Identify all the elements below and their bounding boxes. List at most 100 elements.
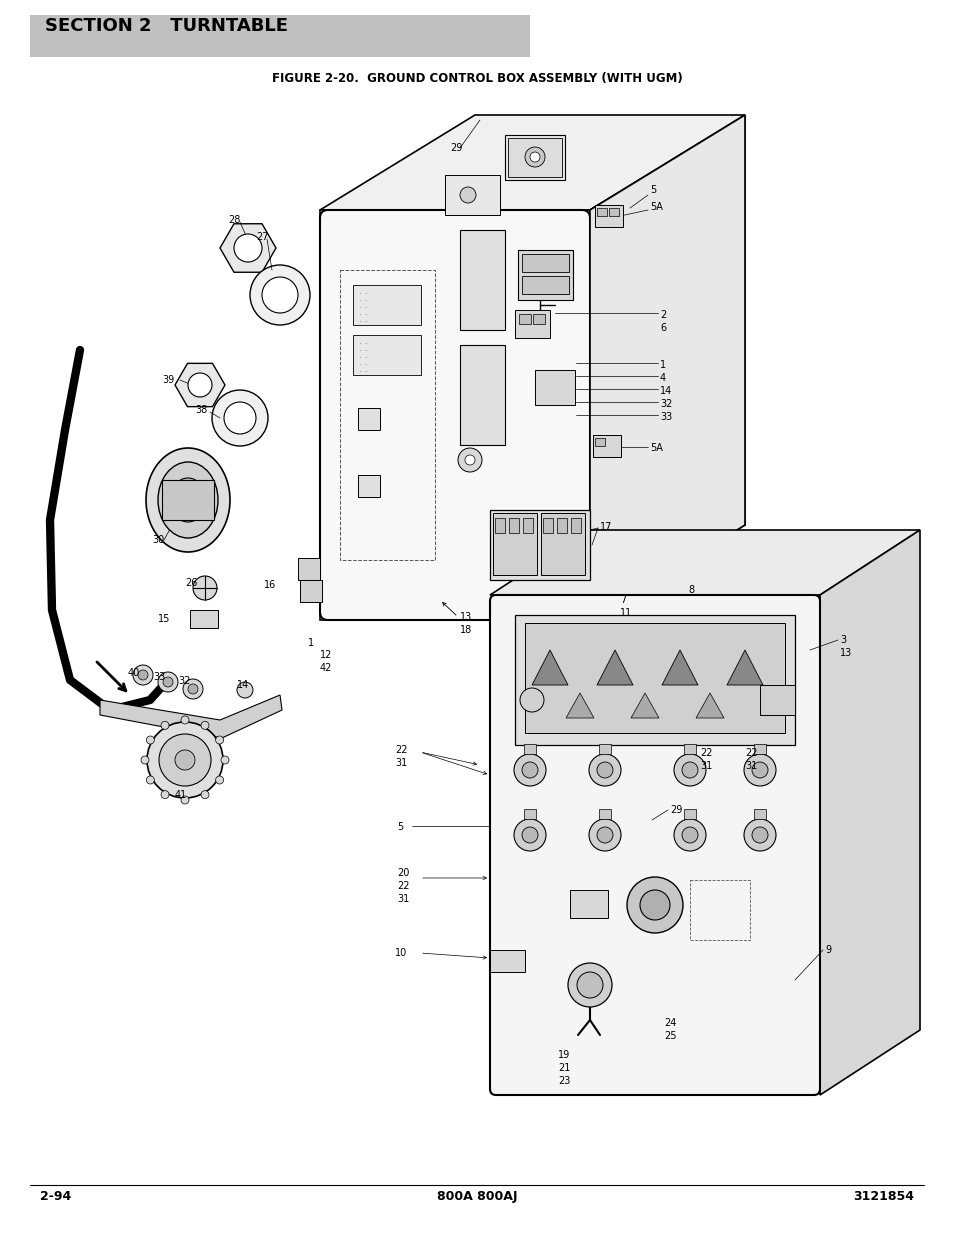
Text: .  .: . . xyxy=(359,361,367,366)
Text: 10: 10 xyxy=(395,948,407,958)
Text: .  .: . . xyxy=(359,304,367,309)
Polygon shape xyxy=(490,530,919,595)
Ellipse shape xyxy=(514,819,545,851)
Ellipse shape xyxy=(221,756,229,764)
Ellipse shape xyxy=(639,890,669,920)
Ellipse shape xyxy=(262,277,297,312)
Ellipse shape xyxy=(158,462,218,538)
Bar xyxy=(540,513,584,576)
Bar xyxy=(339,270,435,559)
Polygon shape xyxy=(589,115,744,620)
Bar xyxy=(524,622,784,734)
Ellipse shape xyxy=(215,776,223,784)
Bar xyxy=(299,580,322,601)
Text: 5: 5 xyxy=(396,823,403,832)
Text: 13: 13 xyxy=(840,648,851,658)
Ellipse shape xyxy=(201,721,209,730)
Text: 27: 27 xyxy=(255,232,268,242)
Ellipse shape xyxy=(170,478,206,522)
Text: 25: 25 xyxy=(663,1031,676,1041)
Bar xyxy=(490,510,589,580)
Ellipse shape xyxy=(751,827,767,844)
Ellipse shape xyxy=(132,664,152,685)
Bar xyxy=(353,285,420,325)
Bar xyxy=(490,950,524,972)
Ellipse shape xyxy=(146,448,230,552)
Text: 22: 22 xyxy=(395,745,407,755)
Text: 14: 14 xyxy=(659,387,672,396)
Bar xyxy=(753,809,765,819)
Bar xyxy=(459,230,504,330)
Ellipse shape xyxy=(597,827,613,844)
Ellipse shape xyxy=(159,734,211,785)
Polygon shape xyxy=(820,530,919,1095)
Bar xyxy=(444,175,499,215)
Bar xyxy=(493,513,537,576)
Polygon shape xyxy=(100,695,282,739)
Bar xyxy=(504,135,564,180)
Ellipse shape xyxy=(161,790,169,799)
Ellipse shape xyxy=(567,963,612,1007)
Text: 42: 42 xyxy=(319,663,332,673)
Ellipse shape xyxy=(519,688,543,713)
Text: 33: 33 xyxy=(152,672,165,682)
Text: 5A: 5A xyxy=(649,443,662,453)
Bar xyxy=(522,517,533,534)
Text: 3121854: 3121854 xyxy=(852,1191,913,1203)
Text: 21: 21 xyxy=(558,1063,570,1073)
Bar xyxy=(533,314,544,324)
Ellipse shape xyxy=(141,756,149,764)
Text: 40: 40 xyxy=(128,668,140,678)
Text: 29: 29 xyxy=(450,143,462,153)
Ellipse shape xyxy=(514,755,545,785)
Ellipse shape xyxy=(146,736,154,743)
Bar xyxy=(689,881,749,940)
Polygon shape xyxy=(565,693,594,718)
Text: .  .: . . xyxy=(359,340,367,345)
Ellipse shape xyxy=(524,147,544,167)
Text: SECTION 2   TURNTABLE: SECTION 2 TURNTABLE xyxy=(45,17,288,35)
Ellipse shape xyxy=(588,819,620,851)
Ellipse shape xyxy=(681,762,698,778)
Text: 18: 18 xyxy=(459,625,472,635)
Text: 15: 15 xyxy=(158,614,171,624)
Text: 12: 12 xyxy=(319,650,332,659)
Text: 2: 2 xyxy=(659,310,665,320)
Ellipse shape xyxy=(163,677,172,687)
Bar xyxy=(297,558,319,580)
Polygon shape xyxy=(661,650,698,685)
Bar xyxy=(509,517,518,534)
Bar xyxy=(353,335,420,375)
Ellipse shape xyxy=(459,186,476,203)
Polygon shape xyxy=(174,363,225,406)
Bar xyxy=(495,517,504,534)
Ellipse shape xyxy=(626,877,682,932)
Ellipse shape xyxy=(201,790,209,799)
Ellipse shape xyxy=(597,762,613,778)
Bar xyxy=(683,743,696,755)
Ellipse shape xyxy=(673,819,705,851)
Bar xyxy=(521,275,568,294)
Text: 9: 9 xyxy=(824,945,830,955)
Text: .  .: . . xyxy=(359,347,367,352)
Text: 31: 31 xyxy=(395,758,407,768)
Text: 800A 800AJ: 800A 800AJ xyxy=(436,1191,517,1203)
Bar xyxy=(608,207,618,216)
Ellipse shape xyxy=(464,454,475,466)
Ellipse shape xyxy=(250,266,310,325)
Text: 8: 8 xyxy=(687,585,694,595)
Text: 28: 28 xyxy=(228,215,240,225)
Ellipse shape xyxy=(457,448,481,472)
Bar xyxy=(517,249,573,300)
Ellipse shape xyxy=(181,716,189,724)
Ellipse shape xyxy=(147,722,223,798)
Text: 5A: 5A xyxy=(649,203,662,212)
Text: 32: 32 xyxy=(178,676,191,685)
Ellipse shape xyxy=(530,152,539,162)
Ellipse shape xyxy=(681,827,698,844)
Text: 6: 6 xyxy=(659,324,665,333)
Bar xyxy=(357,475,379,496)
Text: 2-94: 2-94 xyxy=(40,1191,71,1203)
Polygon shape xyxy=(696,693,723,718)
Text: .  .: . . xyxy=(359,368,367,373)
